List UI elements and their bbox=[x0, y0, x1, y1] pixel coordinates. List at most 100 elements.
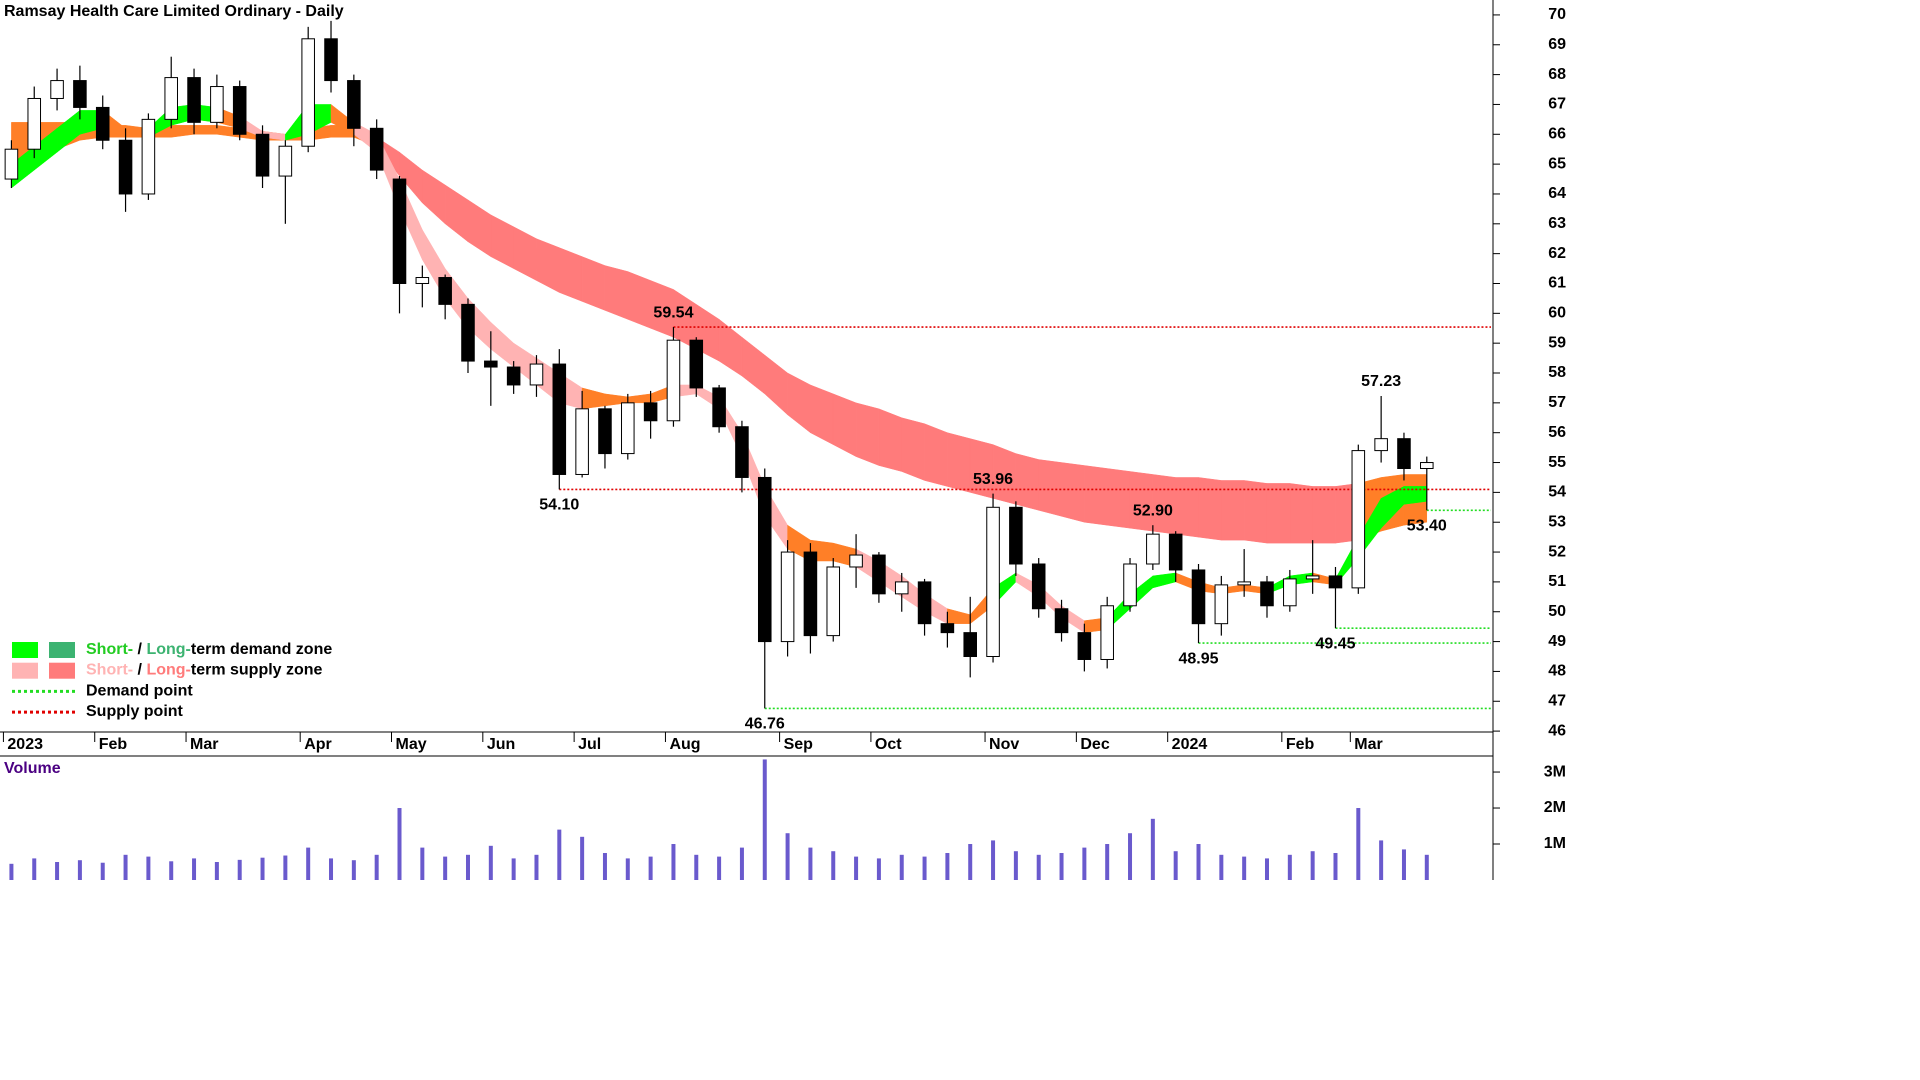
candle-body bbox=[210, 86, 224, 123]
long-zone bbox=[1312, 486, 1336, 544]
y-tick-label: 51 bbox=[1548, 573, 1566, 590]
volume-bar bbox=[1401, 849, 1406, 880]
volume-bar bbox=[854, 856, 859, 880]
y-tick-label: 55 bbox=[1548, 454, 1566, 471]
candle-body bbox=[666, 339, 681, 422]
volume-bar bbox=[899, 854, 904, 880]
y-tick-label: 70 bbox=[1548, 6, 1566, 23]
volume-bar bbox=[443, 856, 448, 880]
candle-body bbox=[1328, 575, 1343, 589]
volume-bar bbox=[1128, 833, 1133, 880]
volume-bar bbox=[1013, 851, 1018, 880]
point-label: 49.45 bbox=[1315, 635, 1355, 652]
volume-bar bbox=[876, 858, 881, 880]
y-tick-label: 49 bbox=[1548, 633, 1566, 650]
volume-bar bbox=[511, 858, 516, 880]
x-tick-label: Jun bbox=[487, 736, 515, 753]
volume-bar bbox=[146, 856, 151, 880]
y-tick-label: 63 bbox=[1548, 215, 1566, 232]
candle-body bbox=[1191, 569, 1206, 625]
volume-bar bbox=[648, 856, 653, 880]
long-zone bbox=[1061, 462, 1085, 523]
candle-body bbox=[621, 402, 635, 455]
candle-body bbox=[1031, 563, 1046, 610]
legend-swatch bbox=[49, 662, 75, 679]
volume-bar bbox=[1173, 851, 1178, 880]
long-zone bbox=[1015, 453, 1039, 511]
volume-bar bbox=[488, 845, 493, 880]
candle-body bbox=[1100, 605, 1114, 660]
long-zone bbox=[581, 256, 606, 311]
y-tick-label: 66 bbox=[1548, 126, 1566, 143]
x-tick-label: Jul bbox=[578, 736, 601, 753]
volume-bar bbox=[1082, 847, 1087, 880]
volume-bar bbox=[260, 857, 265, 880]
long-zone bbox=[901, 417, 925, 481]
volume-bar bbox=[374, 854, 379, 880]
legend-swatch bbox=[12, 662, 38, 679]
y-tick-label: 57 bbox=[1548, 394, 1566, 411]
candle-body bbox=[1283, 578, 1297, 607]
volume-bar bbox=[123, 854, 128, 880]
volume-bar bbox=[237, 859, 242, 880]
legend-swatch bbox=[49, 642, 75, 658]
candle-body bbox=[872, 554, 886, 595]
point-label: 53.96 bbox=[973, 471, 1013, 488]
candle-body bbox=[1374, 438, 1388, 452]
candle-body bbox=[27, 97, 42, 150]
volume-bar bbox=[1356, 808, 1361, 880]
candle-body bbox=[1351, 450, 1366, 589]
y-tick-label: 53 bbox=[1548, 513, 1566, 530]
volume-bar bbox=[580, 836, 585, 880]
long-zone bbox=[193, 125, 218, 135]
long-zone bbox=[559, 247, 583, 302]
candle-body bbox=[301, 38, 315, 147]
y-tick-label: 62 bbox=[1548, 245, 1566, 262]
point-label: 52.90 bbox=[1133, 502, 1173, 519]
volume-bar bbox=[625, 858, 630, 880]
volume-bar bbox=[77, 860, 82, 880]
legend-text: Supply point bbox=[86, 703, 184, 720]
volume-bar bbox=[1150, 818, 1155, 880]
candle-body bbox=[369, 127, 384, 171]
candle-body bbox=[598, 408, 612, 455]
volume-bar bbox=[945, 853, 950, 880]
y-tick-label: 64 bbox=[1548, 185, 1566, 202]
volume-bar bbox=[1310, 851, 1315, 880]
candle-body bbox=[324, 38, 338, 82]
volume-bar bbox=[1333, 853, 1338, 880]
long-zone bbox=[878, 408, 902, 472]
volume-bar bbox=[100, 862, 105, 880]
candle-body bbox=[1397, 438, 1411, 470]
candle-body bbox=[826, 566, 841, 637]
legend-text: term supply zone bbox=[191, 662, 323, 679]
volume-bar bbox=[1242, 856, 1247, 880]
candle-body bbox=[917, 581, 932, 625]
candle-body bbox=[484, 360, 498, 368]
x-tick-label: Mar bbox=[1354, 736, 1382, 753]
point-label: 53.40 bbox=[1407, 518, 1447, 535]
candle-body bbox=[940, 623, 955, 634]
y-tick-label: 67 bbox=[1548, 96, 1566, 113]
candle-body bbox=[735, 426, 749, 478]
volume-bar bbox=[1264, 858, 1269, 880]
y-tick-label: 58 bbox=[1548, 364, 1566, 381]
legend-text: Short- bbox=[86, 662, 133, 679]
volume-bar bbox=[1287, 854, 1292, 880]
volume-bar bbox=[602, 853, 607, 880]
candle-body bbox=[438, 277, 452, 305]
y-tick-label: 68 bbox=[1548, 66, 1566, 83]
volume-tick-label: 3M bbox=[1544, 763, 1566, 780]
volume-bar bbox=[9, 863, 14, 880]
x-tick-label: May bbox=[396, 736, 427, 753]
candle-body bbox=[187, 77, 201, 123]
candle-body bbox=[529, 363, 544, 386]
candle-body bbox=[255, 133, 270, 177]
candle-body bbox=[1054, 608, 1069, 634]
volume-bar bbox=[1424, 854, 1429, 880]
y-tick-label: 52 bbox=[1548, 543, 1566, 560]
candle-body bbox=[1420, 462, 1434, 470]
volume-bar bbox=[694, 854, 699, 880]
